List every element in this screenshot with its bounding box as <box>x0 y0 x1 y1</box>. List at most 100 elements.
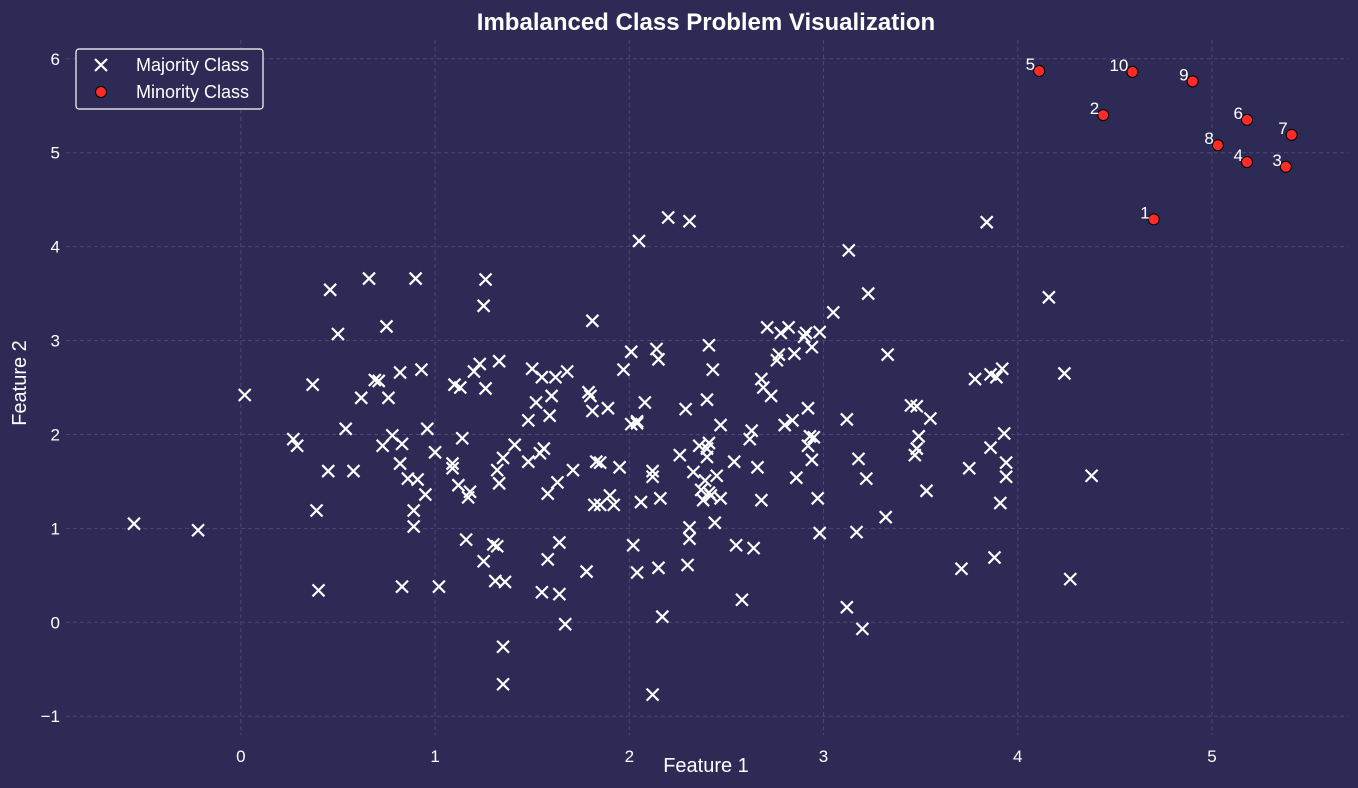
majority-point <box>581 385 596 399</box>
majority-point <box>368 373 382 387</box>
majority-point <box>785 413 800 428</box>
majority-point <box>704 488 718 503</box>
minority-point-label: 1 <box>1140 203 1149 222</box>
majority-point <box>744 423 759 438</box>
majority-point <box>428 445 442 460</box>
majority-point <box>375 438 390 453</box>
majority-point <box>323 283 337 297</box>
majority-point <box>630 414 644 429</box>
majority-point <box>735 592 749 607</box>
majority-point <box>789 470 804 485</box>
majority-point <box>127 516 141 531</box>
majority-point <box>548 370 563 384</box>
majority-point <box>624 345 639 359</box>
majority-point <box>842 243 856 258</box>
majority-point <box>521 454 536 469</box>
majority-point <box>558 617 572 631</box>
majority-point <box>812 526 827 540</box>
majority-point <box>583 389 598 403</box>
majority-point <box>379 319 394 334</box>
majority-point <box>803 429 817 444</box>
majority-point <box>472 357 487 371</box>
minority-point-label: 10 <box>1109 56 1128 75</box>
minority-point <box>1240 156 1253 169</box>
majority-point <box>432 579 446 594</box>
majority-point <box>801 401 815 415</box>
majority-point <box>311 583 326 598</box>
legend-minority-label: Minority Class <box>136 82 249 102</box>
majority-point <box>542 408 557 423</box>
majority-point <box>651 561 666 575</box>
majority-point <box>634 495 648 509</box>
majority-point <box>700 392 714 407</box>
majority-point <box>321 464 336 478</box>
majority-point <box>774 326 788 340</box>
majority-point <box>661 210 675 225</box>
majority-point <box>993 496 1008 510</box>
y-tick-label: 3 <box>51 332 60 351</box>
majority-point <box>490 539 504 554</box>
majority-point <box>880 347 895 362</box>
majority-point <box>707 515 722 530</box>
majority-point <box>742 432 757 446</box>
majority-point <box>309 503 324 518</box>
majority-point <box>797 330 811 344</box>
majority-point <box>968 372 982 386</box>
majority-point <box>805 453 819 467</box>
majority-point <box>455 431 470 445</box>
majority-point <box>290 438 304 453</box>
majority-point <box>478 381 493 396</box>
majority-point <box>418 487 433 502</box>
majority-point <box>476 299 491 313</box>
majority-point <box>805 340 819 354</box>
majority-point <box>492 354 506 368</box>
majority-point <box>459 532 473 547</box>
majority-point <box>451 478 466 492</box>
majority-point <box>700 450 714 464</box>
majority-point <box>682 214 697 229</box>
majority-point <box>979 215 994 229</box>
minority-point <box>1097 109 1110 122</box>
majority-point <box>381 391 396 405</box>
axis-ticks: 0 1 2 3 4 5 −1 0 1 2 3 4 5 6 <box>41 50 1217 766</box>
majority-point <box>826 305 841 320</box>
majority-point <box>630 565 644 580</box>
majority-point <box>589 454 604 469</box>
majority-point <box>649 342 664 356</box>
x-tick-label: 1 <box>430 747 439 766</box>
legend-box <box>75 48 264 110</box>
majority-point <box>840 600 854 615</box>
majority-point <box>910 399 924 414</box>
majority-point <box>601 401 615 415</box>
majority-point <box>729 538 743 553</box>
majority-point <box>498 575 512 589</box>
y-tick-label: 4 <box>51 238 60 257</box>
majority-point <box>305 377 320 392</box>
y-tick-label: 5 <box>51 144 60 163</box>
majority-point <box>694 483 708 497</box>
legend-majority-marker <box>94 58 108 72</box>
minority-point <box>1147 213 1160 226</box>
minority-point <box>1186 75 1199 88</box>
majority-point <box>764 389 778 403</box>
majority-point <box>653 491 668 506</box>
majority-point <box>696 493 710 507</box>
majority-point <box>1084 469 1099 483</box>
minority-point <box>1126 65 1139 78</box>
majority-point <box>859 471 874 486</box>
majority-point <box>632 234 646 248</box>
minority-point-label: 5 <box>1026 55 1035 74</box>
majority-point <box>393 456 407 471</box>
majority-point <box>286 432 301 446</box>
majority-point <box>638 395 652 410</box>
majority-point <box>849 525 864 539</box>
majority-point <box>191 523 205 538</box>
majority-point <box>754 493 769 507</box>
majority-point <box>777 418 792 432</box>
minority-point-label: 9 <box>1179 65 1188 84</box>
x-tick-label: 0 <box>236 747 245 766</box>
majority-point <box>560 364 574 379</box>
x-axis-label: Feature 1 <box>663 755 749 777</box>
minority-point-label: 2 <box>1090 99 1099 118</box>
majority-point <box>492 476 506 491</box>
